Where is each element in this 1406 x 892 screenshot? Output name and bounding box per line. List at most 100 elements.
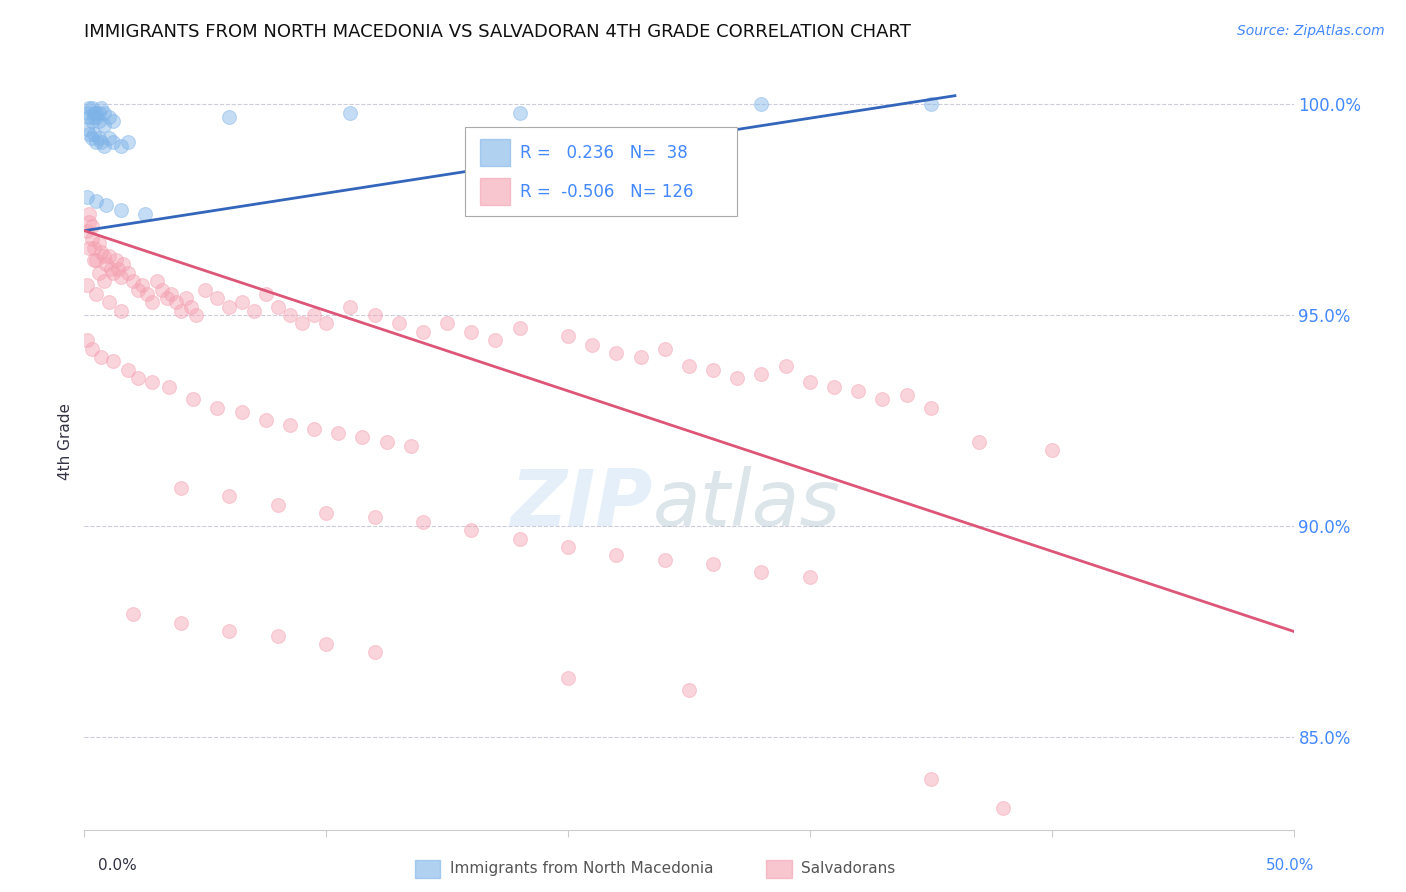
Y-axis label: 4th Grade: 4th Grade xyxy=(58,403,73,480)
Point xyxy=(160,287,183,301)
Point xyxy=(302,422,325,436)
Point xyxy=(110,270,132,285)
Point xyxy=(76,105,98,120)
Point xyxy=(328,426,350,441)
Point xyxy=(141,376,163,390)
Point xyxy=(77,215,100,229)
Point xyxy=(920,772,942,786)
Point xyxy=(846,384,869,398)
Point xyxy=(127,283,149,297)
Point xyxy=(150,283,173,297)
Point xyxy=(460,523,482,537)
Point xyxy=(363,510,385,524)
Point xyxy=(141,295,163,310)
Point xyxy=(87,105,110,120)
Point xyxy=(399,439,422,453)
Point xyxy=(97,110,120,124)
Point xyxy=(136,287,159,301)
Point xyxy=(678,683,700,698)
Point xyxy=(509,532,531,546)
Point xyxy=(86,287,108,301)
Point xyxy=(90,101,112,115)
Point xyxy=(725,371,748,385)
Point xyxy=(100,261,122,276)
Point xyxy=(170,303,193,318)
Text: ZIP: ZIP xyxy=(510,466,652,541)
Point xyxy=(702,557,724,571)
Point xyxy=(267,300,290,314)
Point xyxy=(254,287,277,301)
Point xyxy=(267,498,290,512)
Point xyxy=(117,363,139,377)
Point xyxy=(103,135,125,149)
Point xyxy=(131,278,153,293)
Text: 0.0%: 0.0% xyxy=(98,858,138,872)
Text: 50.0%: 50.0% xyxy=(1267,858,1315,872)
Point xyxy=(278,417,301,432)
Point xyxy=(557,540,579,554)
Point xyxy=(76,190,98,204)
Text: IMMIGRANTS FROM NORTH MACEDONIA VS SALVADORAN 4TH GRADE CORRELATION CHART: IMMIGRANTS FROM NORTH MACEDONIA VS SALVA… xyxy=(84,23,911,41)
Point xyxy=(412,515,434,529)
Point xyxy=(218,489,240,503)
Point xyxy=(94,198,117,212)
Point xyxy=(77,240,100,254)
Point xyxy=(363,645,385,659)
Point xyxy=(339,300,361,314)
Point xyxy=(110,202,132,217)
FancyBboxPatch shape xyxy=(465,128,737,217)
Point xyxy=(146,274,169,288)
Text: atlas: atlas xyxy=(652,466,841,541)
Point xyxy=(218,624,240,639)
Text: Immigrants from North Macedonia: Immigrants from North Macedonia xyxy=(450,862,713,876)
Point xyxy=(291,317,314,331)
Point xyxy=(218,110,240,124)
Point xyxy=(83,110,105,124)
Point xyxy=(231,405,253,419)
Point xyxy=(799,569,821,583)
Point xyxy=(110,303,132,318)
Point xyxy=(896,388,918,402)
Point xyxy=(83,253,105,268)
Point xyxy=(117,135,139,149)
Point xyxy=(1114,856,1136,871)
Point xyxy=(218,300,240,314)
Text: Salvadorans: Salvadorans xyxy=(801,862,896,876)
Point xyxy=(184,308,207,322)
Point xyxy=(993,801,1015,815)
Point xyxy=(702,363,724,377)
Bar xyxy=(479,139,510,166)
Point xyxy=(654,552,676,566)
Point xyxy=(799,376,821,390)
Point xyxy=(87,114,110,128)
Point xyxy=(80,114,103,128)
Point xyxy=(77,101,100,115)
Point xyxy=(823,380,845,394)
Point xyxy=(86,253,108,268)
Point xyxy=(302,308,325,322)
Point xyxy=(557,671,579,685)
Point xyxy=(920,97,942,112)
Text: R =  -0.506   N= 126: R = -0.506 N= 126 xyxy=(520,183,693,201)
Point xyxy=(460,325,482,339)
Point xyxy=(278,308,301,322)
Point xyxy=(104,253,127,268)
Point xyxy=(170,481,193,495)
Point xyxy=(751,97,773,112)
Text: Source: ZipAtlas.com: Source: ZipAtlas.com xyxy=(1237,24,1385,38)
Point xyxy=(117,266,139,280)
Point xyxy=(180,300,202,314)
Point xyxy=(194,283,217,297)
Point xyxy=(630,350,652,364)
Point xyxy=(165,295,187,310)
Point xyxy=(97,295,120,310)
Point xyxy=(242,303,264,318)
Point xyxy=(121,607,143,622)
Point xyxy=(605,549,627,563)
Point xyxy=(484,334,506,348)
Point xyxy=(181,392,204,407)
Point xyxy=(107,261,129,276)
Point xyxy=(775,359,797,373)
Point xyxy=(83,240,105,254)
Point xyxy=(86,194,108,208)
